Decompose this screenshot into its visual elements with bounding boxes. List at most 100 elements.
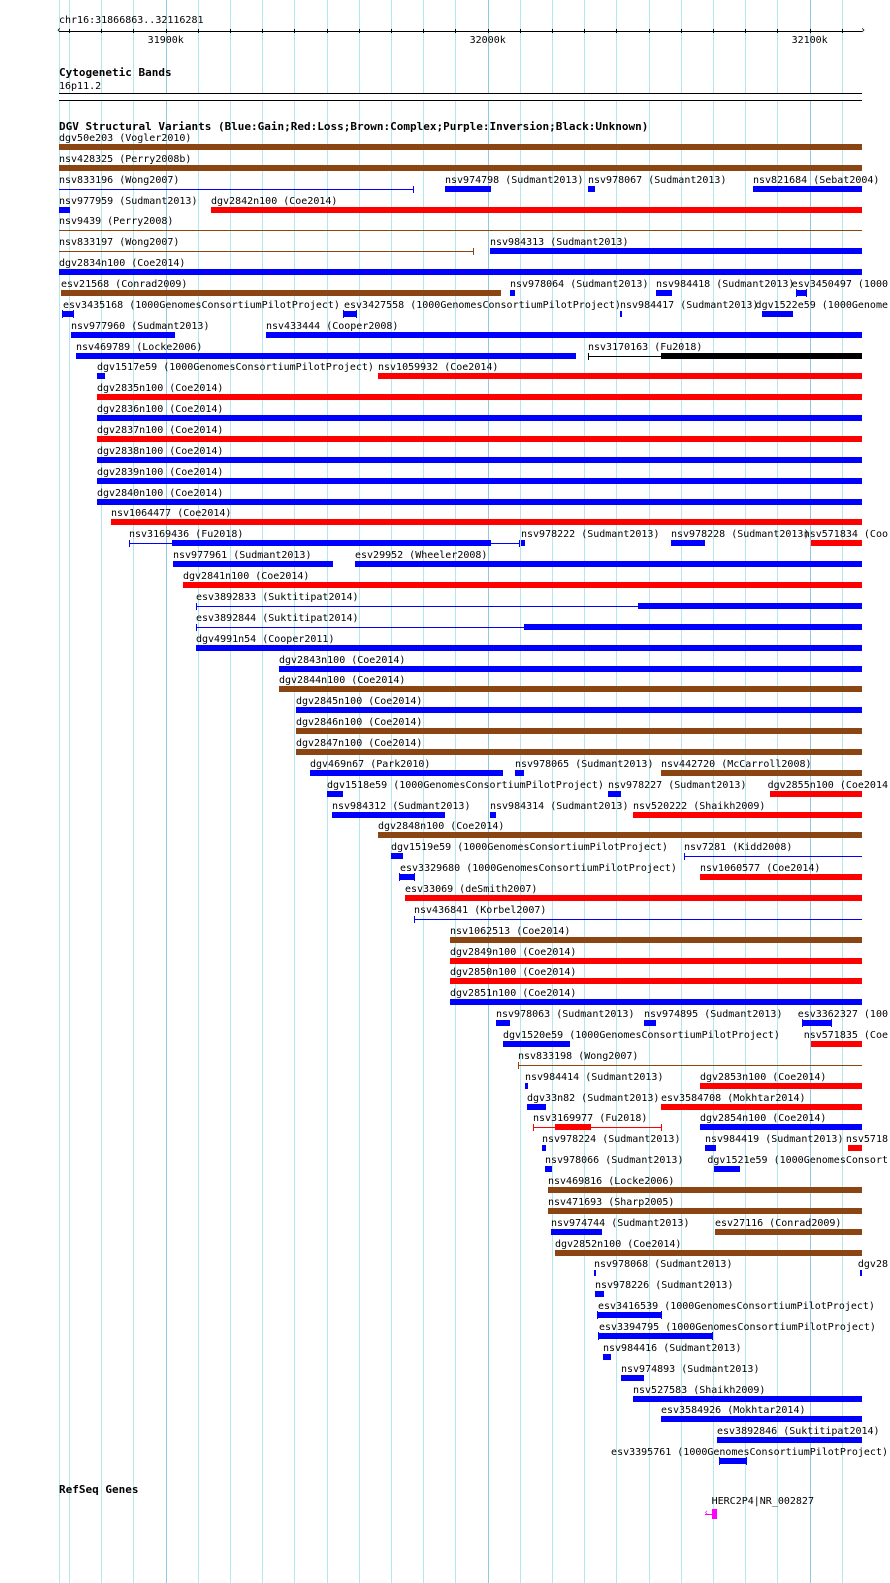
sv-feature-label[interactable]: nsv428325 (Perry2008b) xyxy=(59,153,192,165)
sv-feature-label[interactable]: dgv2855n100 (Coe2014 xyxy=(767,779,888,791)
sv-feature-label[interactable]: dgv1518e59 (1000GenomesConsortiumPilotPr… xyxy=(327,779,604,791)
sv-feature-label[interactable]: nsv974893 (Sudmant2013) xyxy=(621,1363,760,1375)
cytoband-glyph[interactable] xyxy=(59,93,862,101)
sv-feature-label[interactable]: nsv442720 (McCarroll2008) xyxy=(661,758,812,770)
sv-feature-label[interactable]: esv21568 (Conrad2009) xyxy=(61,279,188,291)
sv-feature-label[interactable]: nsv1062513 (Coe2014) xyxy=(450,925,571,937)
sv-feature-label[interactable]: nsv527583 (Shaikh2009) xyxy=(633,1384,766,1396)
sv-feature-label[interactable]: esv3892844 (Suktitipat2014) xyxy=(196,612,359,624)
sv-feature-label[interactable]: nsv974895 (Sudmant2013) xyxy=(644,1009,783,1021)
sv-feature-label[interactable]: nsv984313 (Sudmant2013) xyxy=(490,237,629,249)
sv-feature-label[interactable]: nsv433444 (Cooper2008) xyxy=(266,320,399,332)
sv-feature-label[interactable]: dgv2838n100 (Coe2014) xyxy=(97,445,224,457)
sv-feature-label[interactable]: nsv3169977 (Fu2018) xyxy=(533,1113,648,1125)
sv-feature-label[interactable]: nsv978065 (Sudmant2013) xyxy=(515,758,654,770)
sv-feature-label[interactable]: nsv984314 (Sudmant2013) xyxy=(490,800,629,812)
sv-feature-label[interactable]: nsv978228 (Sudmant2013) xyxy=(671,529,810,541)
sv-feature-label[interactable]: dgv2854n100 (Coe2014) xyxy=(700,1113,827,1125)
sv-feature-label[interactable]: nsv984417 (Sudmant2013) xyxy=(620,299,759,311)
sv-feature-label[interactable]: dgv4991n54 (Cooper2011) xyxy=(196,633,335,645)
sv-feature-label[interactable]: dgv2836n100 (Coe2014) xyxy=(97,404,224,416)
sv-feature-label[interactable]: nsv977961 (Sudmant2013) xyxy=(173,550,312,562)
sv-feature-label[interactable]: nsv833197 (Wong2007) xyxy=(59,237,180,249)
scroll-left-arrow-icon[interactable]: ‹ xyxy=(56,25,63,36)
sv-feature-label[interactable]: dgv28 xyxy=(857,1259,888,1271)
sv-feature-label[interactable]: esv3394795 (1000GenomesConsortiumPilotPr… xyxy=(599,1322,876,1334)
sv-feature-label[interactable]: dgv2853n100 (Coe2014) xyxy=(700,1071,827,1083)
sv-feature-label[interactable]: nsv978064 (Sudmant2013) xyxy=(510,279,649,291)
sv-feature-label[interactable]: nsv978067 (Sudmant2013) xyxy=(588,174,727,186)
sv-feature-label[interactable]: nsv978224 (Sudmant2013) xyxy=(542,1134,681,1146)
sv-feature-label[interactable]: nsv974744 (Sudmant2013) xyxy=(551,1217,690,1229)
sv-feature-label[interactable]: nsv7281 (Kidd2008) xyxy=(684,842,793,854)
sv-feature-label[interactable]: nsv974798 (Sudmant2013) xyxy=(445,174,584,186)
sv-feature-label[interactable]: nsv984414 (Sudmant2013) xyxy=(525,1071,664,1083)
sv-feature-label[interactable]: esv3362327 (100 xyxy=(797,1009,888,1021)
sv-feature-label[interactable]: esv3584926 (Mokhtar2014) xyxy=(661,1405,806,1417)
sv-feature-label[interactable]: nsv833198 (Wong2007) xyxy=(518,1050,639,1062)
sv-feature-label[interactable]: nsv5718 xyxy=(845,1134,888,1146)
sv-feature-label[interactable]: nsv978226 (Sudmant2013) xyxy=(595,1280,734,1292)
sv-feature-label[interactable]: nsv984312 (Sudmant2013) xyxy=(332,800,471,812)
sv-feature-label[interactable]: dgv2847n100 (Coe2014) xyxy=(296,737,423,749)
sv-feature-label[interactable]: nsv978222 (Sudmant2013) xyxy=(521,529,660,541)
sv-feature-label[interactable]: dgv2850n100 (Coe2014) xyxy=(450,967,577,979)
sv-feature-label[interactable]: esv3427558 (1000GenomesConsortiumPilotPr… xyxy=(344,299,621,311)
sv-feature-label[interactable]: nsv1064477 (Coe2014) xyxy=(111,508,232,520)
sv-feature-label[interactable]: dgv2852n100 (Coe2014) xyxy=(555,1238,682,1250)
sv-feature-label[interactable]: esv3584708 (Mokhtar2014) xyxy=(661,1092,806,1104)
sv-feature-label[interactable]: dgv33n82 (Sudmant2013) xyxy=(527,1092,660,1104)
sv-feature-label[interactable]: dgv2848n100 (Coe2014) xyxy=(378,821,505,833)
sv-feature-label[interactable]: esv29952 (Wheeler2008) xyxy=(355,550,488,562)
sv-feature-label[interactable]: nsv833196 (Wong2007) xyxy=(59,174,180,186)
sv-feature-label[interactable]: dgv1522e59 (1000Genome xyxy=(755,299,888,311)
sv-feature-label[interactable]: nsv978227 (Sudmant2013) xyxy=(608,779,747,791)
sv-feature-label[interactable]: dgv2846n100 (Coe2014) xyxy=(296,717,423,729)
sv-feature-label[interactable]: esv3892833 (Suktitipat2014) xyxy=(196,591,359,603)
sv-feature-label[interactable]: nsv984419 (Sudmant2013) xyxy=(705,1134,844,1146)
sv-feature-label[interactable]: esv3435168 (1000GenomesConsortiumPilotPr… xyxy=(63,299,340,311)
sv-feature-label[interactable]: dgv50e203 (Vogler2010) xyxy=(59,133,192,144)
sv-feature-label[interactable]: nsv3169436 (Fu2018) xyxy=(129,529,244,541)
sv-feature-label[interactable]: nsv984416 (Sudmant2013) xyxy=(603,1342,742,1354)
sv-feature-label[interactable]: dgv2844n100 (Coe2014) xyxy=(279,675,406,687)
gene-label[interactable]: HERC2P4|NR_002827 xyxy=(711,1496,814,1507)
sv-feature-label[interactable]: esv27116 (Conrad2009) xyxy=(715,1217,842,1229)
sv-feature-label[interactable]: esv3395761 (1000GenomesConsortiumPilotPr… xyxy=(611,1447,888,1459)
sv-feature-label[interactable]: nsv469816 (Locke2006) xyxy=(548,1176,675,1187)
sv-feature-label[interactable]: nsv571834 (Coo xyxy=(803,529,888,541)
sv-feature-label[interactable]: nsv1060577 (Coe2014) xyxy=(700,863,821,875)
sv-feature-label[interactable]: dgv2837n100 (Coe2014) xyxy=(97,425,224,437)
sv-feature-label[interactable]: dgv2845n100 (Coe2014) xyxy=(296,696,423,708)
sv-feature-label[interactable]: nsv978063 (Sudmant2013) xyxy=(496,1009,635,1021)
sv-feature-label[interactable]: esv33069 (deSmith2007) xyxy=(405,883,538,895)
sv-feature-label[interactable]: dgv1521e59 (1000GenomesConsort xyxy=(707,1155,888,1167)
sv-feature-label[interactable]: dgv2839n100 (Coe2014) xyxy=(97,466,224,478)
sv-feature-label[interactable]: dgv2834n100 (Coe2014) xyxy=(59,258,186,270)
sv-feature-label[interactable]: nsv977960 (Sudmant2013) xyxy=(71,320,210,332)
sv-feature-label[interactable]: nsv471693 (Sharp2005) xyxy=(548,1196,675,1208)
sv-feature-label[interactable]: dgv2843n100 (Coe2014) xyxy=(279,654,406,666)
sv-feature-label[interactable]: esv3329680 (1000GenomesConsortiumPilotPr… xyxy=(400,863,677,875)
sv-feature-label[interactable]: nsv3170163 (Fu2018) xyxy=(588,341,703,353)
sv-feature-label[interactable]: esv3450497 (1000 xyxy=(791,279,888,291)
scroll-right-arrow-icon[interactable]: › xyxy=(860,25,867,36)
sv-feature-label[interactable]: nsv436841 (Korbel2007) xyxy=(414,904,547,916)
sv-feature-label[interactable]: dgv2849n100 (Coe2014) xyxy=(450,946,577,958)
sv-feature-label[interactable]: dgv2841n100 (Coe2014) xyxy=(183,571,310,583)
sv-feature-label[interactable]: dgv469n67 (Park2010) xyxy=(310,758,431,770)
sv-feature-label[interactable]: dgv1517e59 (1000GenomesConsortiumPilotPr… xyxy=(97,362,374,374)
sv-feature-label[interactable]: esv3892846 (Suktitipat2014) xyxy=(717,1426,880,1438)
sv-feature-label[interactable]: dgv1520e59 (1000GenomesConsortiumPilotPr… xyxy=(503,1029,780,1041)
sv-feature-label[interactable]: nsv821684 (Sebat2004) xyxy=(753,174,880,186)
sv-feature-label[interactable]: dgv2851n100 (Coe2014) xyxy=(450,988,577,1000)
sv-feature-label[interactable]: nsv469789 (Locke2006) xyxy=(76,341,203,353)
sv-feature-label[interactable]: nsv9439 (Perry2008) xyxy=(59,216,174,228)
sv-feature-label[interactable]: nsv520222 (Shaikh2009) xyxy=(633,800,766,812)
sv-feature-label[interactable]: nsv1059932 (Coe2014) xyxy=(378,362,499,374)
sv-feature-label[interactable]: dgv2840n100 (Coe2014) xyxy=(97,487,224,499)
sv-feature-label[interactable]: dgv2842n100 (Coe2014) xyxy=(211,195,338,207)
sv-feature-label[interactable]: dgv2835n100 (Coe2014) xyxy=(97,383,224,395)
sv-feature-label[interactable]: nsv977959 (Sudmant2013) xyxy=(59,195,198,207)
sv-feature-label[interactable]: nsv978066 (Sudmant2013) xyxy=(545,1155,684,1167)
